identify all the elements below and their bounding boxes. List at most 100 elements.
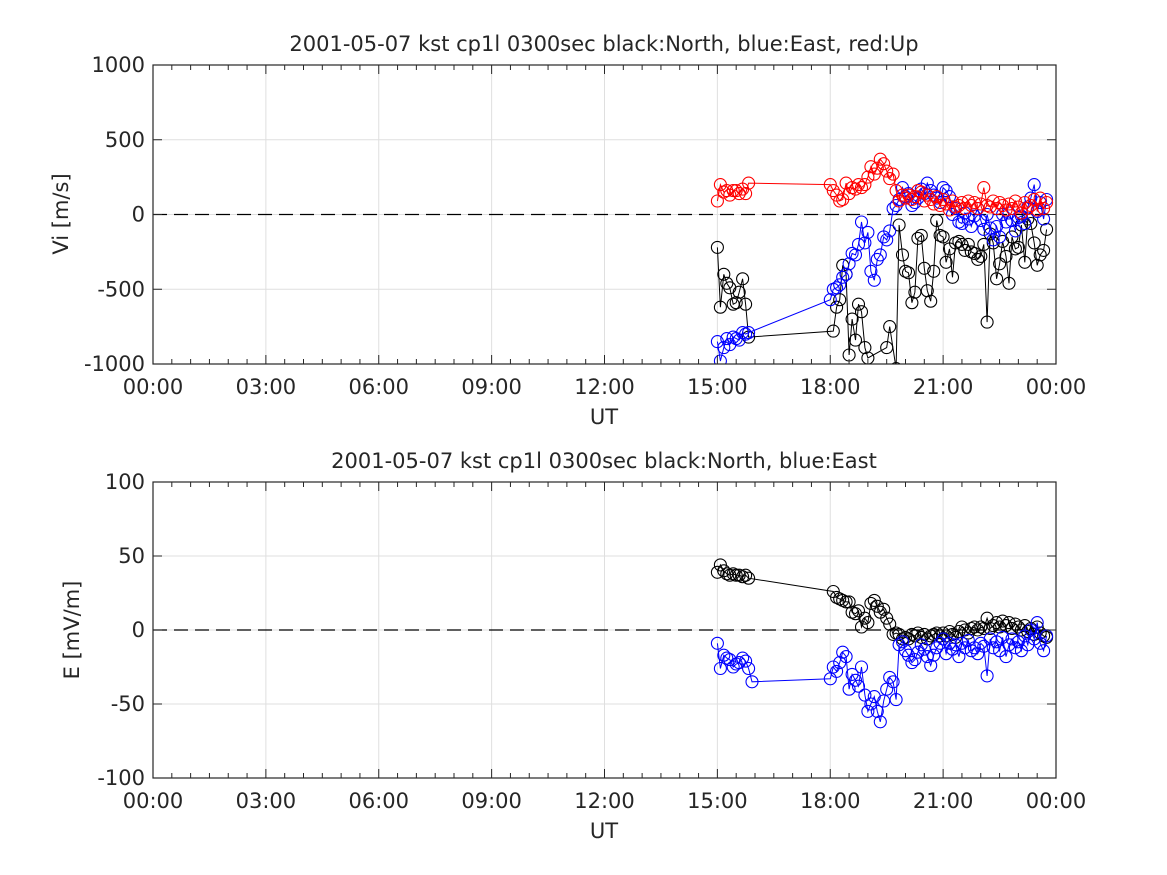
velocity-up-point [967,195,981,210]
velocity-up-point [877,157,891,171]
velocity-y-tick-label: 0 [132,203,145,227]
velocity-north-point [880,341,894,355]
efield-north-point [742,571,756,585]
velocity-x-axis-label: UT [590,405,618,429]
velocity-east-point [833,278,847,292]
efield-east-point [1008,641,1022,655]
velocity-up-point [739,187,753,201]
efield-east-point [980,669,994,683]
velocity-up-point [717,185,731,199]
velocity-east-point [986,233,1000,247]
velocity-x-tick-label: 15:00 [687,375,748,399]
efield-north-point [999,619,1013,633]
velocity-east-point [848,248,863,262]
efield-x-tick-label: 21:00 [913,789,974,813]
velocity-north-point [974,249,988,263]
velocity-up-point [858,178,872,192]
velocity-north-point [1040,222,1054,236]
velocity-up-point [898,191,913,205]
efield-east-point [952,650,966,664]
velocity-north-point [720,276,734,290]
velocity-east-point [864,264,878,278]
efield-north-point [851,604,866,618]
velocity-east-point [736,326,750,340]
efield-east-point [936,632,950,646]
efield-north-point [996,614,1010,628]
velocity-x-tick-label: 12:00 [574,375,635,399]
velocity-east-point [880,233,894,247]
velocity-up-point [742,176,756,190]
efield-east-point [720,651,734,665]
efield-east-point [930,641,944,655]
velocity-north-point [967,246,981,260]
efield-north-point [977,621,991,636]
velocity-east-point [1014,209,1028,223]
velocity-up-point [864,160,878,174]
efield-east-point [864,697,878,711]
efield-y-tick-label: 50 [118,544,145,568]
velocity-up-point [990,201,1004,216]
velocity-north-point [1030,258,1044,272]
velocity-north-point [933,228,947,242]
efield-east-point [901,648,916,662]
velocity-panel: 2001-05-07 kst cp1l 0300sec black:North,… [49,32,1086,429]
efield-east-point [742,661,756,676]
efield-east-point [883,670,897,684]
velocity-north-point [961,237,975,251]
efield-east-point [1024,623,1038,637]
efield-plot-area: 00:00 03:00 06:00 09:00 12:00 15:00 18:00 21:00… [97,470,1086,813]
velocity-north-point [891,361,901,364]
efield-east-point [736,651,750,665]
velocity-north-point [883,320,897,334]
velocity-north-point [858,341,872,355]
velocity-up-point [710,194,724,208]
velocity-north-point [845,312,859,326]
velocity-up-point [886,167,900,181]
efield-east-point [836,645,850,659]
velocity-x-tick-label: 00:00 [123,375,184,399]
velocity-north-point [914,228,928,242]
velocity-up-point [1018,195,1032,210]
efield-east-point [745,675,759,689]
velocity-east-point [889,198,903,213]
velocity-up-point [936,192,950,207]
efield-east-point [996,630,1010,644]
velocity-east-point [854,215,869,229]
velocity-up-point [996,198,1010,213]
velocity-north-point [927,264,941,278]
efield-east-point [914,638,928,652]
velocity-series-east [710,176,1054,364]
velocity-up-point [1027,192,1041,207]
velocity-up-point [854,181,869,195]
efield-north-point [867,593,881,607]
velocity-north-point [905,296,919,310]
efield-north-point [858,611,872,625]
efield-x-tick-label: 03:00 [236,789,297,813]
efield-north-point [911,626,925,640]
efield-x-tick-label: 15:00 [687,789,748,813]
velocity-east-point [858,236,872,250]
efield-x-tick-label: 18:00 [800,789,861,813]
velocity-x-tick-label: 09:00 [461,375,522,399]
velocity-up-point [974,197,988,211]
efield-north-point [1005,621,1019,636]
efield-east-point [905,656,919,670]
velocity-up-point [1030,203,1044,217]
efield-north-point [877,602,891,616]
efield-y-tick-label: 0 [132,618,145,642]
velocity-up-point [870,161,884,175]
efield-east-point [983,632,997,646]
velocity-x-tick-label: 21:00 [913,375,974,399]
velocity-north-point [729,296,743,310]
velocity-east-point [830,281,844,295]
efield-north-point [880,611,894,625]
velocity-east-point [1027,178,1041,192]
velocity-y-tick-label: -1000 [84,352,145,376]
velocity-east-point [870,252,884,266]
velocity-y-tick-label: 500 [105,128,145,152]
velocity-north-point [999,249,1013,263]
velocity-up-point [1011,200,1025,214]
efield-east-point [1033,636,1047,650]
velocity-up-point [1037,201,1051,216]
efield-x-tick-label: 00:00 [123,789,184,813]
